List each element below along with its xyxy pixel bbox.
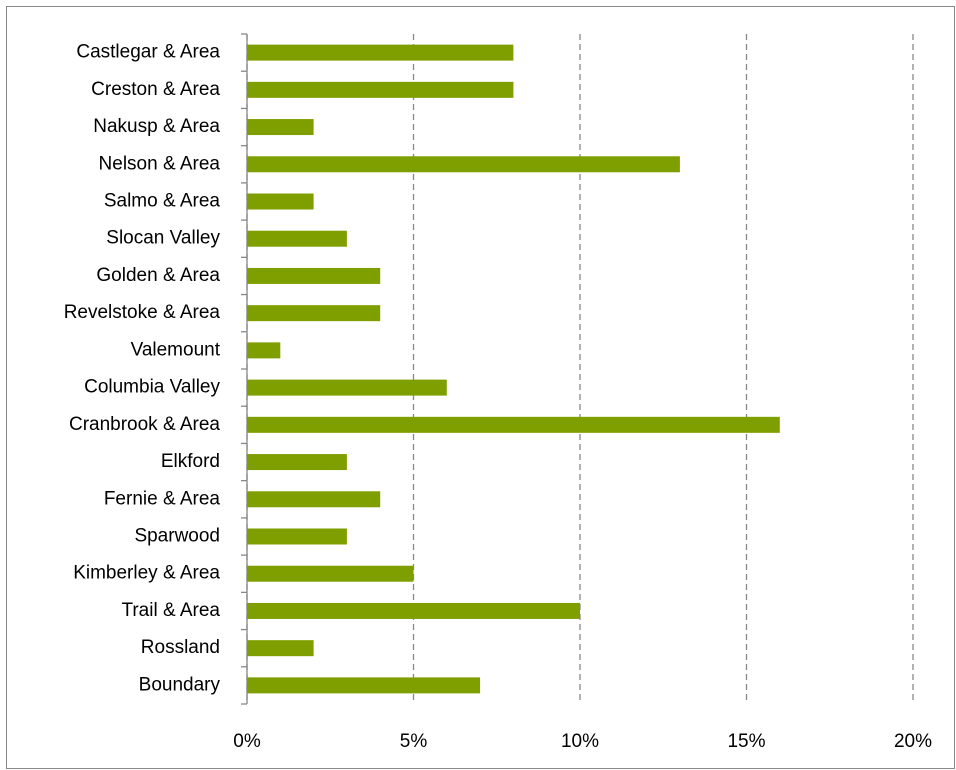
y-tick-label: Cranbrook & Area: [69, 414, 220, 435]
bar: [247, 193, 314, 210]
y-tick-label: Slocan Valley: [106, 228, 220, 249]
x-tick-label: 0%: [233, 731, 261, 752]
bar: [247, 342, 281, 359]
y-tick-label: Nelson & Area: [99, 153, 221, 174]
bar: [247, 305, 381, 322]
bar: [247, 44, 514, 61]
y-tick-label: Golden & Area: [96, 265, 220, 286]
y-tick-label: Kimberley & Area: [73, 563, 220, 584]
x-tick-label: 5%: [400, 731, 428, 752]
bar: [247, 565, 414, 582]
y-tick-label: Columbia Valley: [84, 377, 220, 398]
bar: [247, 230, 347, 247]
y-tick-label: Revelstoke & Area: [64, 302, 221, 323]
bar: [247, 416, 780, 433]
chart-border: [6, 6, 955, 769]
x-tick-label: 10%: [561, 731, 599, 752]
x-tick-label: 20%: [894, 731, 932, 752]
y-tick-label: Salmo & Area: [104, 191, 221, 212]
bar: [247, 640, 314, 657]
bar: [247, 528, 347, 545]
bar: [247, 491, 381, 508]
bar: [247, 602, 580, 619]
bar: [247, 379, 447, 396]
bar: [247, 119, 314, 136]
y-tick-label: Valemount: [131, 339, 221, 360]
y-tick-label: Elkford: [161, 451, 220, 472]
x-tick-label: 15%: [727, 731, 765, 752]
y-tick-label: Creston & Area: [91, 79, 220, 100]
bar: [247, 81, 514, 98]
y-tick-label: Sparwood: [134, 526, 220, 547]
y-tick-label: Nakusp & Area: [93, 116, 220, 137]
y-tick-label: Trail & Area: [121, 600, 220, 621]
y-tick-label: Castlegar & Area: [76, 42, 220, 63]
y-tick-label: Fernie & Area: [104, 488, 221, 509]
bar: [247, 267, 381, 284]
bar: [247, 677, 481, 694]
bar: [247, 454, 347, 471]
bar: [247, 156, 680, 173]
y-tick-label: Boundary: [139, 674, 221, 695]
y-tick-label: Rossland: [141, 637, 220, 658]
